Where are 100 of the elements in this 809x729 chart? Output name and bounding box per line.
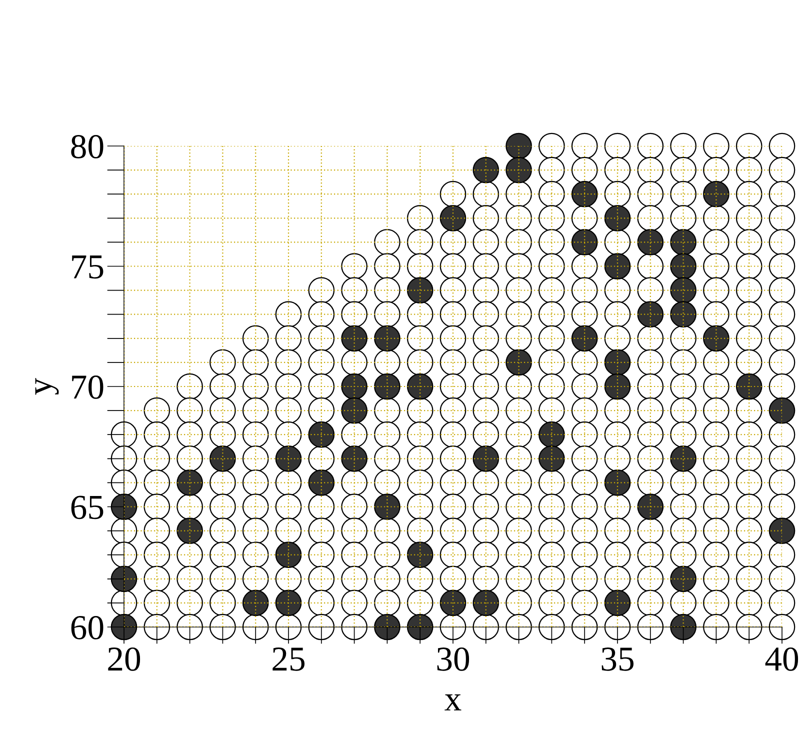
point (440, 373, 466, 400)
point (768, 253, 796, 280)
point (736, 277, 762, 304)
point (670, 566, 696, 592)
point (768, 518, 796, 544)
point (538, 156, 565, 184)
point (736, 566, 762, 592)
point (308, 325, 335, 352)
point (604, 470, 631, 496)
point (703, 277, 730, 304)
point (670, 518, 696, 544)
point (538, 397, 565, 424)
point (736, 470, 762, 496)
point (538, 253, 565, 280)
point (144, 590, 170, 616)
point (472, 445, 500, 472)
point (144, 518, 170, 544)
point (341, 277, 368, 304)
point (308, 277, 335, 304)
point (308, 470, 335, 496)
point (472, 229, 500, 256)
point (538, 301, 565, 328)
point (506, 542, 532, 568)
point (538, 180, 565, 208)
point (703, 566, 730, 592)
point (110, 566, 138, 592)
point (768, 470, 796, 496)
point (506, 180, 532, 208)
point (374, 566, 400, 592)
point (406, 204, 434, 232)
point (506, 566, 532, 592)
point (406, 494, 434, 520)
point (275, 470, 302, 496)
point (472, 325, 500, 352)
point (768, 156, 796, 184)
point (604, 229, 631, 256)
point (144, 614, 170, 640)
point (374, 229, 400, 256)
point (538, 590, 565, 616)
point (506, 349, 532, 376)
point (571, 180, 598, 208)
point (571, 325, 598, 352)
point (736, 397, 762, 424)
point (768, 229, 796, 256)
point (571, 566, 598, 592)
point (670, 349, 696, 376)
point (176, 590, 203, 616)
point (176, 421, 203, 448)
point (308, 445, 335, 472)
point (210, 397, 236, 424)
point (341, 421, 368, 448)
y-tick-label: 80 (71, 134, 104, 158)
point (571, 421, 598, 448)
point (341, 253, 368, 280)
point (210, 494, 236, 520)
point (571, 229, 598, 256)
point (275, 421, 302, 448)
point (604, 518, 631, 544)
point (341, 542, 368, 568)
point (604, 204, 631, 232)
point (736, 445, 762, 472)
point (374, 325, 400, 352)
point (374, 445, 400, 472)
point (210, 590, 236, 616)
point (670, 253, 696, 280)
point (406, 445, 434, 472)
point (472, 156, 500, 184)
point (736, 253, 762, 280)
point (538, 132, 565, 160)
point (768, 445, 796, 472)
point (472, 494, 500, 520)
point (637, 277, 664, 304)
point (242, 421, 269, 448)
point (275, 397, 302, 424)
point (440, 421, 466, 448)
point (736, 132, 762, 160)
point (406, 229, 434, 256)
point (604, 253, 631, 280)
point (176, 373, 203, 400)
point (472, 180, 500, 208)
point (736, 180, 762, 208)
point (308, 518, 335, 544)
point (571, 132, 598, 160)
point (604, 349, 631, 376)
point (440, 518, 466, 544)
point (571, 156, 598, 184)
point (670, 277, 696, 304)
point (604, 156, 631, 184)
point (275, 301, 302, 328)
point (670, 614, 696, 640)
point (406, 542, 434, 568)
point (538, 518, 565, 544)
point (341, 301, 368, 328)
point (472, 518, 500, 544)
point (736, 301, 762, 328)
point (406, 301, 434, 328)
point (703, 325, 730, 352)
point (506, 325, 532, 352)
point (406, 253, 434, 280)
point (275, 325, 302, 352)
